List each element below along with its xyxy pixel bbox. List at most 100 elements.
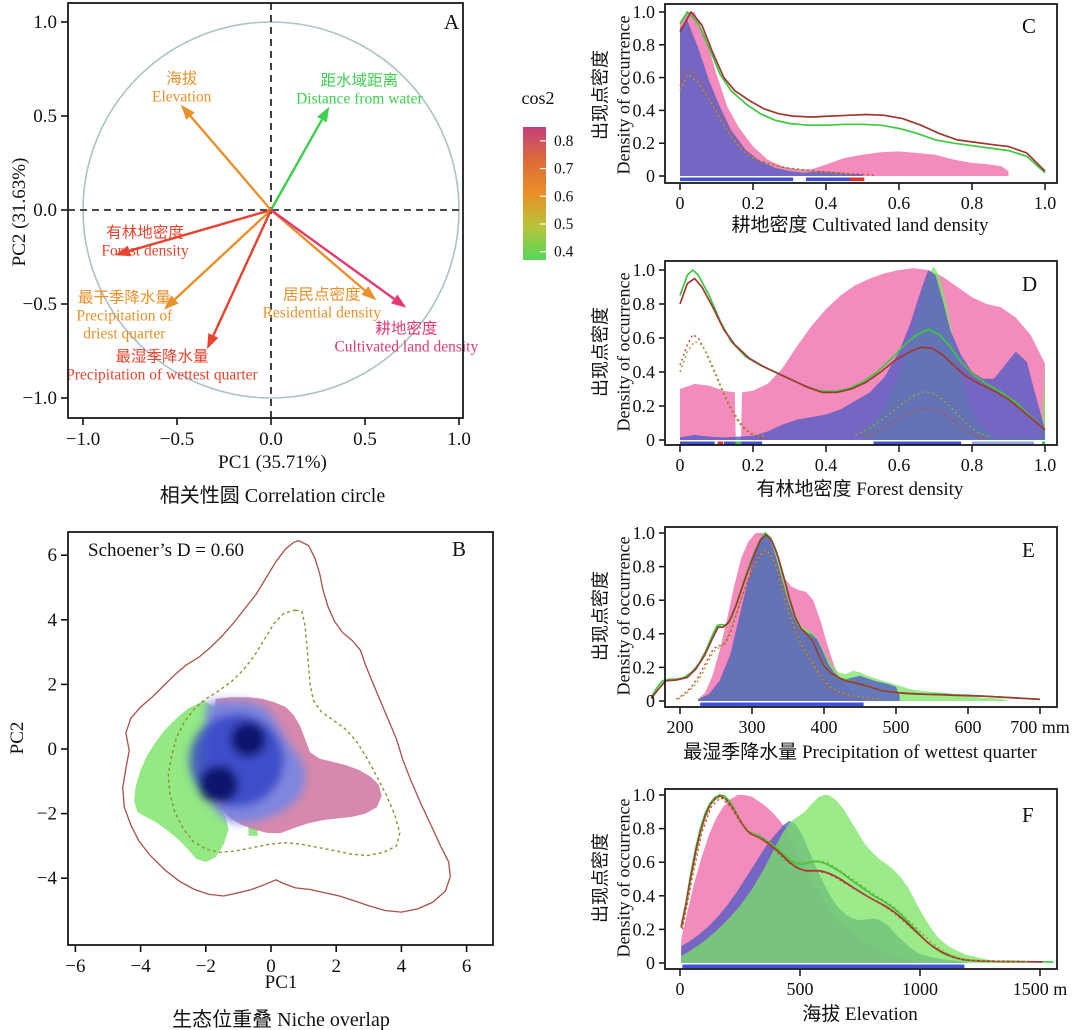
cultivated-land-density-arrow — [270, 209, 395, 300]
y-tick-label: 1.0 — [633, 785, 656, 805]
panel-b-y-axis-title: PC2 — [7, 721, 29, 755]
d-red-solid-line — [679, 277, 1046, 431]
x-tick-label: 0.2 — [742, 193, 765, 213]
panel-d-frame — [664, 260, 1058, 446]
y-tick-label: 0.6 — [633, 852, 656, 872]
y-tick-label: 0 — [646, 691, 655, 711]
x-tick-label: 0.8 — [961, 455, 984, 475]
y-tick-label: 0.6 — [633, 590, 656, 610]
c-blue-rug — [805, 177, 852, 182]
y-tick-label: 0.4 — [633, 100, 656, 120]
panel-f: 0 500 1000 1500 m 0 0.2 0.4 0.6 0.8 1.0 — [633, 785, 1068, 999]
d-blue-area — [680, 270, 1045, 440]
f-green-dotted-line — [681, 794, 1029, 963]
panel-b: −6 −4 −2 0 2 4 6 6 4 2 0 −2 −4 — [37, 531, 494, 977]
colorbar-title: cos2 — [521, 88, 555, 108]
d-green-dotted-line — [679, 340, 765, 438]
residential-density-arrow — [270, 209, 366, 292]
x-tick-label: 500 — [883, 717, 910, 737]
x-tick-label: 1500 m — [1013, 979, 1068, 999]
y-tick-label: 0.2 — [633, 657, 656, 677]
blue-density-core — [199, 765, 239, 804]
colorbar-tick-label: 0.7 — [554, 161, 574, 178]
panel-a-letter: A — [444, 10, 460, 34]
panel-a-x-axis-title: PC1 (35.71%) — [218, 452, 327, 473]
panel-b-letter: B — [452, 537, 467, 561]
x-tick-label: 400 — [811, 717, 838, 737]
d-red-rug — [717, 441, 724, 446]
precipitation-of-wettest-quarter-arrowhead — [207, 333, 219, 350]
x-tick-label: 0.4 — [815, 193, 838, 213]
y-tick-label: −0.5 — [23, 294, 57, 315]
forest-density-label: 有林地密度 — [106, 224, 184, 242]
panel-b-annotation: Schoener’s D = 0.60 — [88, 540, 245, 561]
panel-f-frame — [664, 788, 1058, 970]
x-tick-label: 200 — [667, 717, 694, 737]
x-tick-label: −6 — [65, 956, 85, 977]
y-tick-label: 0.4 — [633, 886, 656, 906]
y-tick-label: 0 — [48, 739, 58, 760]
e-red-solid-line — [650, 533, 1041, 701]
y-tick-label: 0.0 — [33, 200, 57, 221]
e-green-dotted-line — [678, 548, 881, 700]
c-red-rug — [849, 177, 865, 182]
y-tick-label: 1.0 — [33, 12, 57, 33]
colorbar-tick-label: 0.5 — [554, 216, 574, 233]
panel-c-y-title-zh: 出现点密度 — [590, 50, 611, 140]
d-green-rug — [1042, 441, 1045, 446]
x-tick-label: −1.0 — [66, 429, 100, 450]
panel-a-y-axis-title: PC2 (31.63%) — [9, 157, 31, 267]
x-tick-label: 2 — [331, 956, 341, 977]
x-tick-label: 0.8 — [961, 193, 984, 213]
x-tick-label: 0.6 — [888, 455, 911, 475]
inner-contour-dashed — [167, 609, 401, 857]
y-tick-label: 0 — [646, 430, 655, 450]
residential-density-arrowhead — [361, 286, 377, 301]
y-tick-label: 0.4 — [633, 362, 656, 382]
precipitation-of-driest-quarter-label: Precipitation of — [76, 307, 173, 324]
d-green-rug — [735, 441, 742, 446]
panel-f-letter: F — [1022, 803, 1034, 827]
y-tick-label: 0.6 — [633, 328, 656, 348]
d-green-dotted-line — [854, 390, 991, 438]
panel-e-frame — [664, 526, 1058, 708]
precipitation-of-wettest-quarter-arrow — [212, 209, 273, 336]
forest-density-arrowhead — [114, 245, 131, 257]
x-tick-label: 1.0 — [1034, 193, 1057, 213]
x-tick-label: 0 — [676, 979, 685, 999]
panel-a-caption: 相关性圆 Correlation circle — [159, 485, 386, 507]
y-tick-label: 0.5 — [33, 106, 57, 127]
distance-from-water-arrowhead — [317, 106, 330, 123]
panel-b-x-axis-title: PC1 — [264, 972, 298, 993]
y-tick-label: 0.4 — [633, 624, 656, 644]
x-tick-label: 0.5 — [353, 429, 377, 450]
elevation-label: 海拔 — [166, 69, 197, 87]
panel-e-x-axis-title: 最湿季降水量 Precipitation of wettest quarter — [683, 742, 1037, 763]
panel-d-letter: D — [1022, 272, 1038, 296]
panel-d-y-axis-title: 出现点密度 Density of occurrence — [590, 273, 635, 432]
c-blue-rug — [680, 177, 794, 182]
e-red-dotted-line — [676, 548, 882, 700]
panel-e-y-title-zh: 出现点密度 — [590, 571, 611, 661]
x-tick-label: 0.6 — [888, 193, 911, 213]
x-tick-label: 0.0 — [259, 429, 283, 450]
distance-from-water-label: 距水域距离 — [321, 71, 399, 89]
panel-c-y-title-en: Density of occurrence — [613, 15, 633, 175]
y-tick-label: −4 — [37, 868, 58, 889]
cultivated-land-density-label: 耕地密度 — [375, 319, 437, 337]
y-tick-label: 0.8 — [633, 35, 656, 55]
x-tick-label: −4 — [130, 956, 151, 977]
green-cell — [248, 826, 258, 836]
blue-density-core — [230, 721, 267, 758]
panel-f-y-title-en: Density of occurrence — [613, 798, 633, 958]
y-tick-label: 0.8 — [633, 557, 656, 577]
panel-d-y-title-zh: 出现点密度 — [590, 307, 611, 397]
y-tick-label: 0 — [646, 166, 655, 186]
x-tick-label: −0.5 — [160, 429, 194, 450]
x-tick-label: 300 — [739, 717, 766, 737]
x-tick-label: 0 — [676, 193, 685, 213]
precipitation-of-driest-quarter-label: 最干季降水量 — [78, 288, 171, 306]
c-green-solid-line — [679, 10, 1046, 174]
y-tick-label: −2 — [37, 804, 57, 825]
